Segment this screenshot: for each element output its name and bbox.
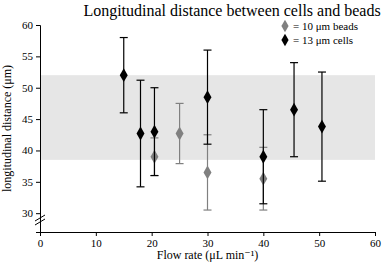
error-bar [290,63,298,157]
tick-mark [36,88,40,89]
tick-mark [96,232,97,236]
error-bar [150,88,158,176]
tick: 50 [314,232,326,249]
tick-label: 45 [22,113,34,125]
tick-mark [36,182,40,183]
point [204,90,212,104]
error-cap [120,112,128,113]
error-cap [259,203,267,204]
tick-label: 30 [203,237,215,249]
tick-mark [36,213,40,214]
chart: 0 10 20 30 40 50 60 30 35 40 45 50 55 60 Longitudinal … [0,0,392,262]
error-cap [318,181,326,182]
legend: = 10 μm beads = 13 μm cells [281,20,358,46]
error-cap [318,71,326,72]
tick-mark [319,232,320,236]
legend-marker [281,20,288,32]
tick: 60 [370,232,382,249]
error-cap [150,87,158,88]
marks [40,38,375,211]
tick: 30 [203,232,215,249]
error-cap [120,37,128,38]
legend-item: = 10 μm beads [281,20,358,32]
error-cap [204,209,212,210]
error-cap [290,62,298,63]
tick: 30 [22,207,40,219]
title: Longitudinal distance between cells and … [83,2,380,20]
error-cap [176,103,184,104]
tick-label: 55 [22,50,34,62]
axis-break [35,215,45,225]
point [318,120,326,134]
series [150,103,267,210]
tick-mark [375,232,376,236]
error-cap [259,109,267,110]
error-cap [259,209,267,210]
legend-label: = 10 μm beads [293,20,358,32]
tick-label: 30 [22,207,34,219]
error-cap [137,186,145,187]
point [176,127,184,141]
tick-mark [36,25,40,26]
tick-mark [263,232,264,236]
tick-label: 40 [258,237,270,249]
point [259,150,267,164]
error-cap [176,163,184,164]
error-bar [318,72,326,181]
tick-mark [152,232,153,236]
error-cap [204,144,212,145]
tick-label: 60 [370,237,382,249]
tick-label: 20 [147,237,159,249]
tick-label: 40 [22,144,34,156]
tick: 10 [91,232,103,249]
tick: 50 [22,82,40,94]
y-axis-title: longitudinal distance (μm) [0,65,14,192]
tick: 0 [38,232,44,249]
axis-line [36,26,41,233]
point [290,103,298,117]
tick-label: 50 [314,237,326,249]
error-bar [137,80,145,187]
tick: 60 [22,19,40,31]
error-cap [150,175,158,176]
tick: 40 [22,144,40,156]
legend-item: = 13 μm cells [281,34,353,46]
break-mark [35,215,45,221]
tick-label: 50 [22,82,34,94]
legend-label: = 13 μm cells [293,34,353,46]
error-cap [290,156,298,157]
x-axis-title: Flow rate (μL min⁻¹) [157,248,259,262]
tick-label: 10 [91,237,103,249]
tick-mark [36,150,40,151]
error-bar [176,103,184,163]
error-cap [150,175,158,176]
plot: 0 10 20 30 40 50 60 30 35 40 45 50 55 60 [22,19,382,249]
tick: 45 [22,113,40,125]
tick-label: 35 [22,176,34,188]
tick: 35 [22,176,40,188]
point [120,68,128,82]
tick-mark [208,232,209,236]
tick-mark [36,56,40,57]
x-axis: 0 10 20 30 40 50 60 [38,232,382,249]
tick-label: 0 [38,237,44,249]
error-cap [137,80,145,81]
point [204,166,212,180]
tick: 40 [258,232,270,249]
error-bar [204,135,212,210]
error-bar [259,110,267,204]
series [120,38,326,204]
point [150,125,158,139]
tick-mark [36,119,40,120]
error-bar [204,50,212,144]
error-cap [204,49,212,50]
error-bar [120,38,128,113]
tick: 55 [22,50,40,62]
tick-label: 60 [22,19,34,31]
y-axis: 30 35 40 45 50 55 60 [22,19,41,232]
tick: 20 [147,232,159,249]
axis-line [41,233,376,237]
legend-marker [281,34,288,46]
point [137,127,145,141]
